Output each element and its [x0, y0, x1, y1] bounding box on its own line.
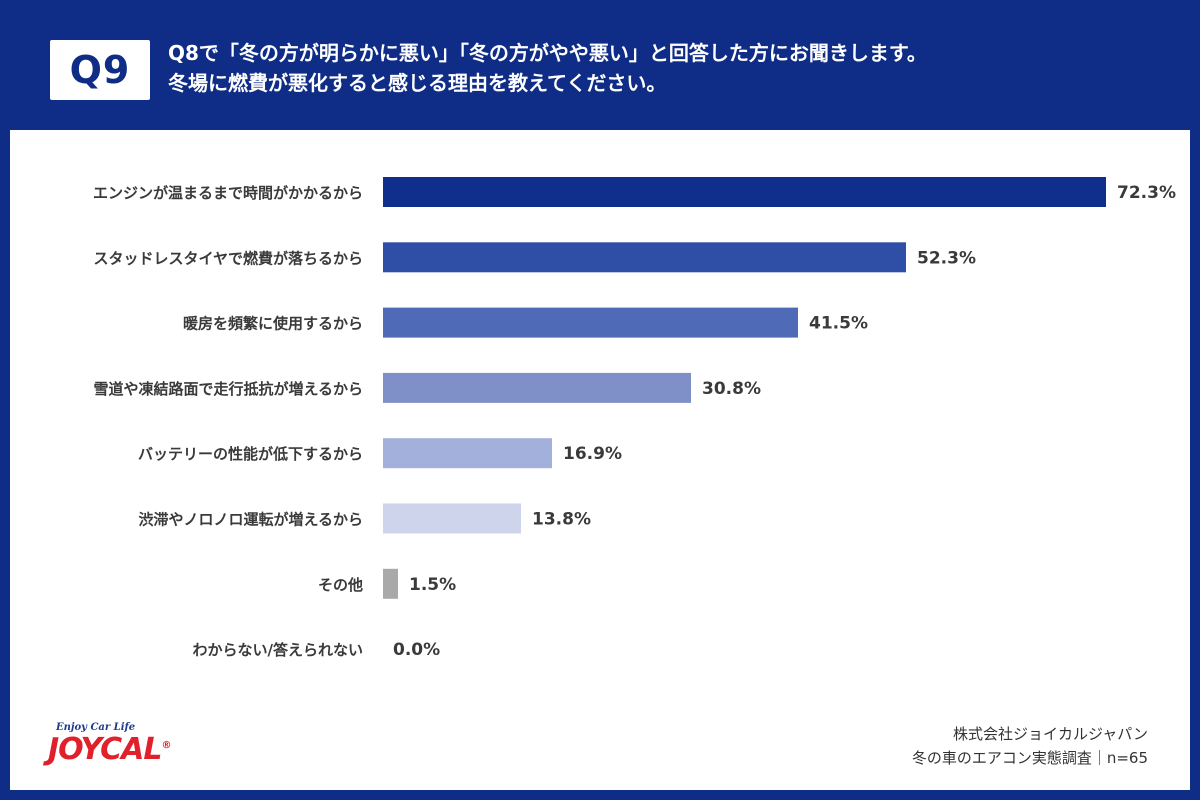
- bar: [383, 372, 691, 403]
- logo-wordmark: JOYCAL®: [48, 732, 172, 767]
- bar-chart: エンジンが温まるまで時間がかかるから 72.3% スタッドレスタイヤで燃費が落ちるか…: [93, 177, 1176, 660]
- category-label: 渋滞やノロノロ運転が増えるから: [138, 511, 363, 529]
- value-label: 0.0%: [393, 640, 440, 660]
- logo-registered-mark: ®: [161, 740, 172, 751]
- footer-credit: 株式会社ジョイカルジャパン 冬の車のエアコン実態調査｜n=65: [912, 722, 1148, 770]
- logo-tagline: Enjoy Car Life: [56, 722, 136, 733]
- category-label: その他: [318, 576, 363, 594]
- value-label: 72.3%: [1117, 183, 1176, 203]
- value-label: 30.8%: [702, 379, 761, 399]
- category-label: 暖房を頻繁に使用するから: [183, 315, 363, 333]
- bar: [383, 177, 1106, 207]
- category-label: エンジンが温まるまで時間がかかるから: [93, 184, 363, 202]
- value-label: 41.5%: [809, 314, 868, 334]
- joycal-logo: Enjoy Car Life JOYCAL®: [48, 720, 208, 780]
- bar: [383, 307, 798, 338]
- category-label: わからない/答えられない: [193, 641, 363, 659]
- question-text: Q8で「冬の方が明らかに悪い」「冬の方がやや悪い」と回答した方にお聞きします。 …: [168, 38, 1168, 98]
- bar: [383, 503, 521, 534]
- chart-panel: エンジンが温まるまで時間がかかるから 72.3% スタッドレスタイヤで燃費が落ちるか…: [10, 130, 1190, 790]
- category-label: 雪道や凍結路面で走行抵抗が増えるから: [93, 380, 363, 398]
- value-label: 1.5%: [409, 575, 456, 595]
- value-label: 52.3%: [917, 248, 976, 268]
- value-label: 16.9%: [563, 444, 622, 464]
- question-line-2: 冬場に燃費が悪化すると感じる理由を教えてください。: [168, 71, 667, 95]
- bar: [383, 438, 552, 469]
- logo-name: JOYCAL: [48, 732, 162, 767]
- footer-company: 株式会社ジョイカルジャパン: [952, 725, 1148, 743]
- value-label: 13.8%: [532, 510, 591, 530]
- question-line-1: Q8で「冬の方が明らかに悪い」「冬の方がやや悪い」と回答した方にお聞きします。: [168, 41, 927, 65]
- footer-survey: 冬の車のエアコン実態調査｜n=65: [911, 749, 1148, 767]
- category-label: バッテリーの性能が低下するから: [138, 445, 363, 463]
- question-number-badge: Q9: [50, 40, 150, 100]
- bar: [383, 568, 398, 599]
- header: Q9 Q8で「冬の方が明らかに悪い」「冬の方がやや悪い」と回答した方にお聞きしま…: [0, 0, 1200, 130]
- bar: [383, 242, 906, 273]
- category-label: スタッドレスタイヤで燃費が落ちるから: [93, 249, 363, 267]
